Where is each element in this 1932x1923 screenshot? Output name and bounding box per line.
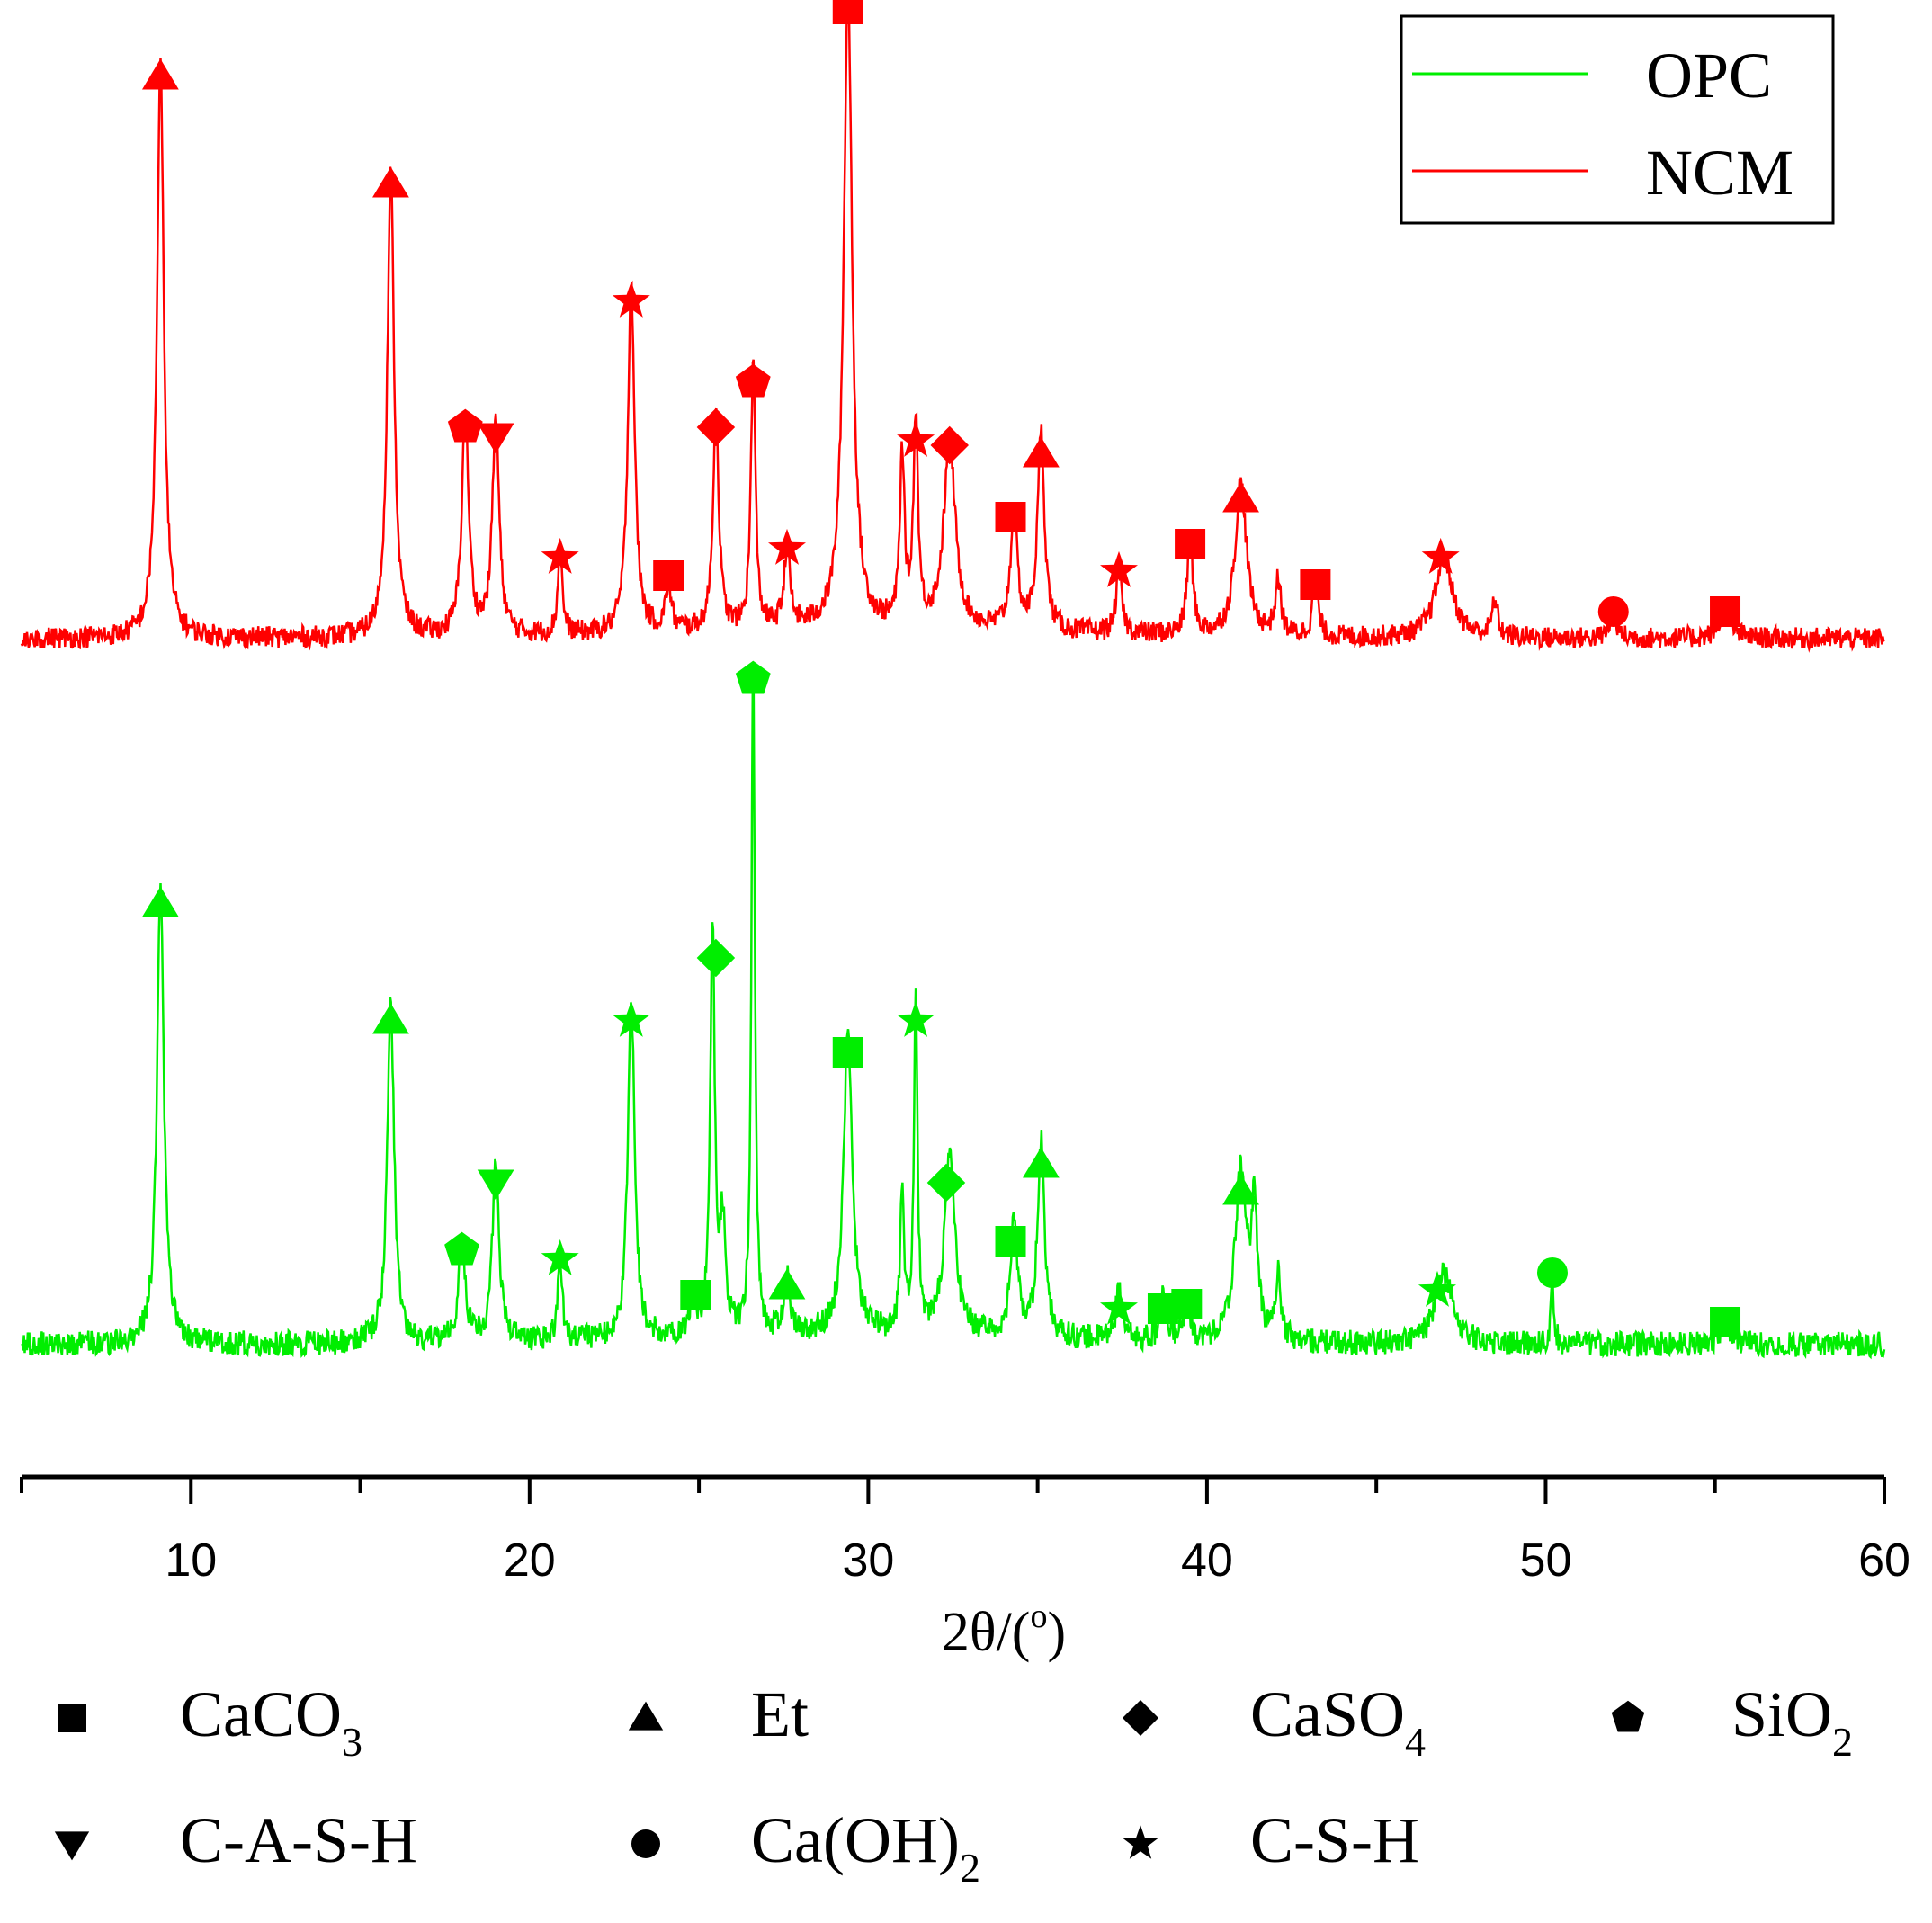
legend-box <box>1400 14 1835 225</box>
x-tick-label: 40 <box>1181 1534 1233 1587</box>
peak-marker-ncm-square <box>1175 529 1206 559</box>
key-label: C-A-S-H <box>180 1804 417 1876</box>
x-axis-title: 2θ/(o) <box>942 1597 1066 1663</box>
key-symbol-star <box>1123 1825 1158 1859</box>
x-tick-label: 50 <box>1520 1534 1572 1587</box>
peak-marker-ncm-triangle-up <box>372 166 409 198</box>
peak-marker-opc-square <box>832 1037 863 1068</box>
key-symbol-triangle-up <box>628 1701 664 1731</box>
peak-marker-opc-pentagon <box>444 1231 479 1266</box>
plot-area <box>20 0 1886 1360</box>
x-axis: 10 20 30 40 50 60 <box>20 1474 1910 1587</box>
peak-marker-opc-square <box>1147 1293 1178 1324</box>
peak-marker-opc-square <box>1710 1307 1741 1337</box>
peak-marker-opc-triangle-up <box>1023 1147 1060 1178</box>
peak-marker-ncm-square <box>1710 596 1741 627</box>
peak-marker-opc-star <box>541 1239 579 1275</box>
peak-marker-ncm-pentagon <box>447 408 483 443</box>
key-symbol-circle <box>631 1829 660 1858</box>
x-tick-label: 30 <box>842 1534 894 1587</box>
key-label: Ca(OH)2 <box>751 1804 980 1891</box>
peak-marker-ncm-triangle-up <box>1023 436 1060 468</box>
legend: OPC NCM <box>1400 14 1835 225</box>
key-label: SiO2 <box>1731 1678 1853 1765</box>
phase-key: CaCO3 Et CaSO4 SiO2 C-A-S-H Ca(OH)2 C-S-H <box>54 1678 1853 1891</box>
peak-marker-opc-triangle-up <box>372 1003 409 1034</box>
key-label: CaSO4 <box>1250 1678 1426 1765</box>
peak-marker-ncm-star <box>1421 537 1460 574</box>
peak-marker-opc-square <box>1171 1289 1203 1319</box>
key-symbol-pentagon <box>1611 1700 1645 1732</box>
peak-marker-opc-diamond <box>696 938 736 978</box>
key-label: CaCO3 <box>180 1678 362 1765</box>
x-tick-label: 20 <box>504 1534 556 1587</box>
peak-marker-ncm-star <box>897 420 935 457</box>
series-line-ncm <box>20 0 1885 653</box>
peak-marker-ncm-square <box>832 0 863 24</box>
peak-marker-opc-diamond <box>926 1163 966 1203</box>
peak-marker-opc-square <box>995 1226 1026 1257</box>
key-symbol-square <box>58 1704 86 1732</box>
peak-marker-opc-triangle-down <box>477 1169 514 1201</box>
series-line-opc <box>21 668 1886 1360</box>
peak-marker-ncm-square <box>653 560 684 591</box>
peak-marker-ncm-square <box>995 502 1026 532</box>
peak-marker-opc-triangle-up <box>141 886 179 917</box>
peak-marker-opc-circle <box>1536 1257 1568 1288</box>
key-label: Et <box>751 1678 809 1750</box>
x-tick-label: 60 <box>1858 1534 1910 1587</box>
peak-marker-ncm-diamond <box>930 425 969 465</box>
peak-marker-ncm-square <box>1300 569 1331 600</box>
legend-label-opc: OPC <box>1646 40 1772 112</box>
peak-marker-opc-star <box>1100 1288 1138 1325</box>
peak-marker-opc-triangle-up <box>768 1268 806 1300</box>
key-label: C-S-H <box>1250 1804 1419 1876</box>
key-symbol-diamond <box>1123 1700 1158 1736</box>
peak-marker-ncm-triangle-up <box>141 58 179 90</box>
peak-marker-ncm-star <box>768 528 806 565</box>
peak-marker-opc-star <box>897 1000 935 1037</box>
peak-marker-ncm-circle <box>1597 596 1629 627</box>
peak-marker-opc-pentagon <box>735 660 771 694</box>
peak-marker-opc-star <box>612 1000 650 1037</box>
key-symbol-triangle-down <box>54 1831 90 1861</box>
peak-marker-ncm-star <box>541 537 579 574</box>
peak-marker-opc-triangle-up <box>1222 1174 1259 1205</box>
peak-marker-ncm-pentagon <box>735 363 771 398</box>
peak-marker-ncm-star <box>612 281 650 318</box>
peak-marker-ncm-triangle-down <box>477 423 514 454</box>
legend-label-ncm: NCM <box>1646 137 1793 209</box>
peak-marker-ncm-diamond <box>696 407 736 447</box>
peak-marker-opc-square <box>680 1280 711 1310</box>
peak-marker-ncm-triangle-up <box>1222 481 1259 513</box>
x-tick-label: 10 <box>165 1534 217 1587</box>
peak-marker-opc-star <box>1418 1270 1456 1307</box>
peak-marker-ncm-star <box>1100 550 1138 587</box>
